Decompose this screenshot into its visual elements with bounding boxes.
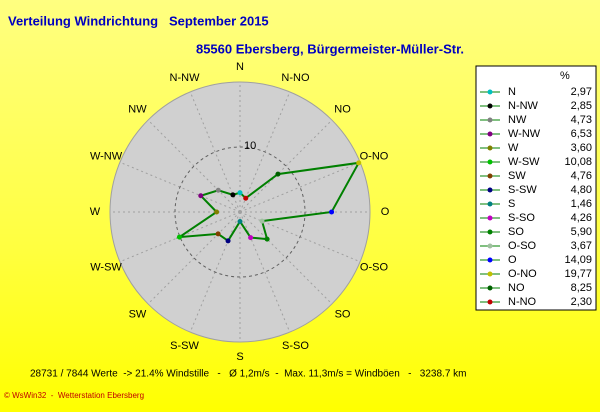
legend-label: O-SO <box>508 240 537 252</box>
direction-label: O-NO <box>360 150 389 162</box>
legend-value: 5,90 <box>571 226 592 238</box>
data-point <box>225 238 231 244</box>
legend-label: N-NO <box>508 296 537 308</box>
data-point <box>214 209 220 215</box>
legend-value: 6,53 <box>571 128 592 140</box>
direction-label: NW <box>128 103 147 115</box>
legend-marker <box>487 299 493 305</box>
grid-ring <box>174 146 306 278</box>
chart-title: Verteilung Windrichtung September 2015 <box>8 13 269 28</box>
spoke <box>239 211 291 333</box>
legend-value: 14,09 <box>564 254 592 266</box>
legend-marker <box>487 117 493 123</box>
legend-label: NO <box>508 282 525 294</box>
data-point <box>329 209 335 215</box>
credit: © WsWin32 - Wetterstation Ebersberg <box>4 391 144 400</box>
direction-label: N <box>236 61 244 73</box>
spoke <box>239 161 361 213</box>
direction-label: O-SO <box>360 261 389 273</box>
legend-box <box>475 65 597 311</box>
data-point <box>275 171 281 177</box>
legend-value: 3,67 <box>571 240 592 252</box>
legend-marker <box>487 201 493 207</box>
data-point <box>356 160 362 166</box>
legend-label: N-NW <box>508 100 539 112</box>
legend-value: 19,77 <box>564 268 592 280</box>
legend-marker <box>487 145 493 151</box>
legend-value: 10,08 <box>564 156 592 168</box>
data-point <box>176 234 182 240</box>
data-point <box>215 187 221 193</box>
legend-label: SW <box>508 170 526 182</box>
legend-value: 2,30 <box>571 296 592 308</box>
legend-label: N <box>508 86 516 98</box>
legend-marker <box>487 229 493 235</box>
legend-value: 4,76 <box>571 170 592 182</box>
direction-label: O <box>381 206 390 218</box>
legend-label: O-NO <box>508 268 537 280</box>
data-point <box>264 236 270 242</box>
legend-marker <box>487 215 493 221</box>
data-point <box>237 190 243 196</box>
legend-marker <box>487 285 493 291</box>
data-point <box>215 231 221 237</box>
legend-marker <box>487 89 493 95</box>
data-point <box>243 195 249 201</box>
legend-label: S-SW <box>508 184 537 196</box>
spoke <box>189 91 241 213</box>
legend-label: NW <box>508 114 527 126</box>
legend-marker <box>487 159 493 165</box>
direction-label: W <box>90 206 101 218</box>
legend-value: 2,97 <box>571 86 592 98</box>
legend-marker <box>487 257 493 263</box>
data-point <box>259 218 265 224</box>
legend-label: W-NW <box>508 128 541 140</box>
legend-marker <box>487 243 493 249</box>
direction-label: W-SW <box>90 261 122 273</box>
legend-value: 2,85 <box>571 100 592 112</box>
r-tick-label: 10 <box>244 140 256 152</box>
legend-label: SO <box>508 226 524 238</box>
legend-marker <box>487 173 493 179</box>
legend-label: S-SO <box>508 212 535 224</box>
legend-marker <box>487 131 493 137</box>
direction-label: W-NW <box>90 150 123 162</box>
legend-value: 4,73 <box>571 114 592 126</box>
direction-label: S <box>236 351 243 363</box>
legend-marker <box>487 271 493 277</box>
legend-label: S <box>508 198 515 210</box>
legend-label: W-SW <box>508 156 540 168</box>
direction-label: SW <box>129 308 147 320</box>
direction-label: N-NO <box>281 72 310 84</box>
data-point <box>198 193 204 199</box>
direction-label: NO <box>334 103 351 115</box>
direction-label: S-SO <box>282 340 309 352</box>
legend-value: 4,26 <box>571 212 592 224</box>
legend-marker <box>487 103 493 109</box>
data-point <box>230 192 236 198</box>
direction-label: S-SW <box>170 340 199 352</box>
legend-value: 8,25 <box>571 282 592 294</box>
direction-label: N-NW <box>170 72 201 84</box>
data-point <box>237 218 243 224</box>
direction-label: SO <box>335 308 351 320</box>
legend-label: W <box>508 142 519 154</box>
footer: 28731 / 7844 Werte -> 21.4% Windstille -… <box>30 369 467 380</box>
legend-value: 1,46 <box>571 198 592 210</box>
chart-subtitle: 85560 Ebersberg, Bürgermeister-Müller-St… <box>196 41 464 56</box>
legend-value: 3,60 <box>571 142 592 154</box>
legend-unit: % <box>560 70 570 82</box>
data-point <box>248 235 254 241</box>
legend-marker <box>487 187 493 193</box>
legend-value: 4,80 <box>571 184 592 196</box>
legend-label: O <box>508 254 517 266</box>
